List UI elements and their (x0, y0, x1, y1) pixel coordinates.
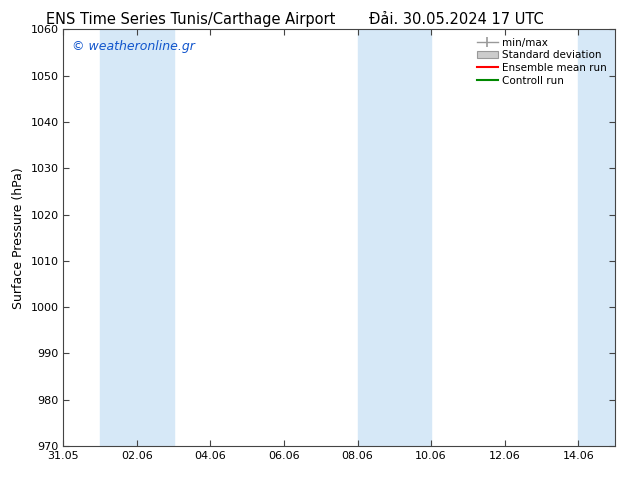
Legend: min/max, Standard deviation, Ensemble mean run, Controll run: min/max, Standard deviation, Ensemble me… (474, 35, 610, 89)
Text: © weatheronline.gr: © weatheronline.gr (72, 40, 195, 53)
Bar (358, 29, 431, 446)
Y-axis label: Surface Pressure (hPa): Surface Pressure (hPa) (12, 167, 25, 309)
Bar (578, 29, 615, 446)
Bar (100, 29, 174, 446)
Text: Đải. 30.05.2024 17 UTC: Đải. 30.05.2024 17 UTC (369, 12, 544, 27)
Text: ENS Time Series Tunis/Carthage Airport: ENS Time Series Tunis/Carthage Airport (46, 12, 335, 27)
